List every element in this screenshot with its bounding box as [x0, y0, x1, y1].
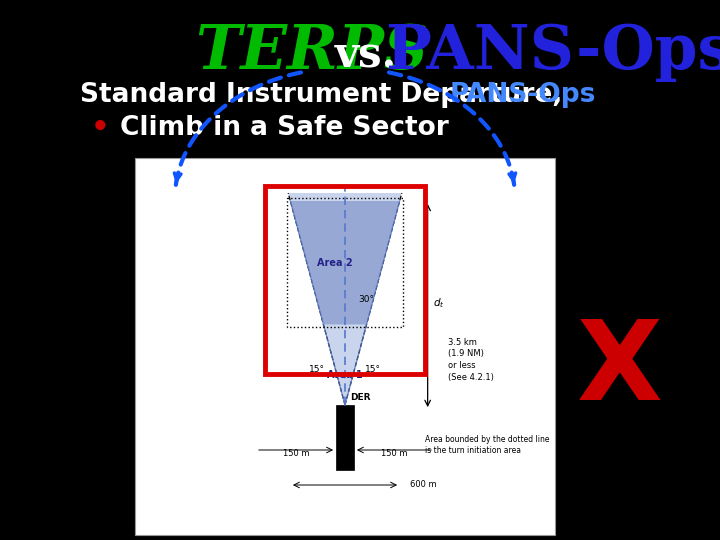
- Text: 30°: 30°: [358, 295, 374, 304]
- Text: •: •: [90, 111, 110, 145]
- Text: 15°: 15°: [365, 366, 381, 375]
- Bar: [336, 405, 354, 470]
- Text: Area 1: Area 1: [327, 370, 363, 380]
- Text: 150 m: 150 m: [381, 449, 408, 458]
- Text: Area 2: Area 2: [318, 258, 353, 268]
- Text: X: X: [577, 316, 663, 423]
- Text: DER: DER: [350, 393, 371, 402]
- Bar: [266, 186, 425, 374]
- Polygon shape: [290, 201, 400, 325]
- Bar: [135, 158, 555, 535]
- Text: 15°: 15°: [309, 366, 325, 375]
- Text: Standard Instrument Departure,: Standard Instrument Departure,: [80, 82, 572, 108]
- Polygon shape: [288, 193, 402, 405]
- Text: 150 m: 150 m: [283, 449, 310, 458]
- Text: vs.: vs.: [335, 34, 397, 76]
- Text: PANS-Ops: PANS-Ops: [385, 22, 720, 82]
- Text: 3.5 km
(1.9 NM)
or less
(See 4.2.1): 3.5 km (1.9 NM) or less (See 4.2.1): [448, 338, 493, 382]
- Bar: [287, 198, 402, 327]
- Text: Climb in a Safe Sector: Climb in a Safe Sector: [120, 115, 449, 141]
- Text: $d_t$: $d_t$: [433, 296, 444, 310]
- Text: Area bounded by the dotted line
is the turn initiation area: Area bounded by the dotted line is the t…: [425, 435, 549, 455]
- Text: TERPS: TERPS: [195, 22, 428, 82]
- Text: PANS-Ops: PANS-Ops: [450, 82, 596, 108]
- Text: 600 m: 600 m: [410, 480, 436, 489]
